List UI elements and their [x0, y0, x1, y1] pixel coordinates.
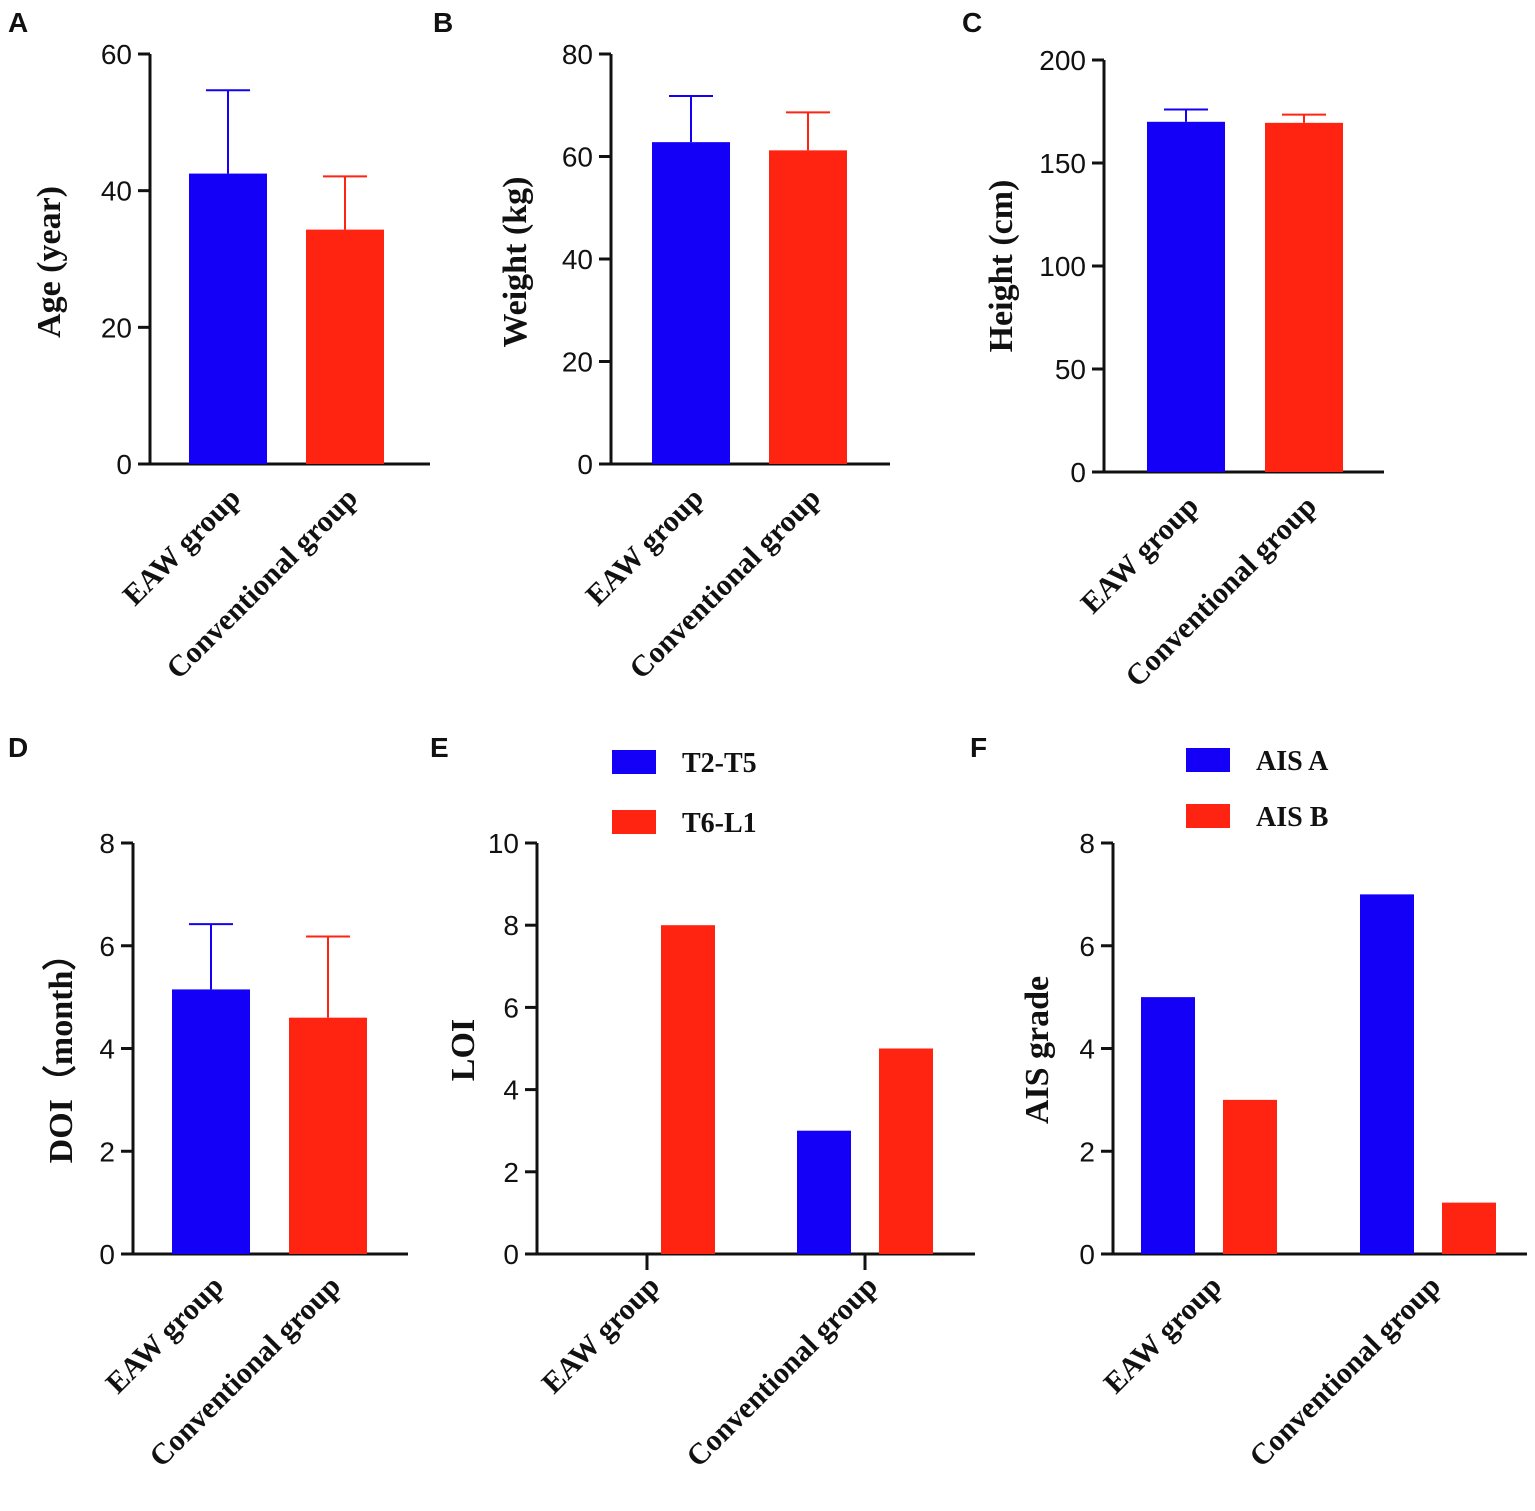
y-tick-label: 80: [562, 39, 593, 70]
panel-letter: F: [970, 732, 987, 763]
panel-a: A 0 20 40 60 Age (year) EAW groupConventional …: [8, 7, 430, 686]
panel-letter: E: [430, 732, 449, 763]
bar-t6-l1-0: [661, 925, 715, 1254]
y-axis-label: Age (year): [31, 186, 68, 338]
legend-swatch: [1186, 748, 1230, 772]
y-tick-label: 60: [562, 142, 593, 173]
y-tick-label: 2: [99, 1136, 115, 1167]
panel-letter: B: [433, 7, 453, 38]
panel-letter: A: [8, 7, 28, 38]
category-label: EAW group: [536, 1270, 666, 1400]
category-label: EAW group: [117, 482, 247, 612]
legend-swatch: [1186, 804, 1230, 828]
y-tick-label: 2: [503, 1157, 519, 1188]
y-tick-label: 200: [1039, 45, 1086, 76]
category-label: Conventional group: [680, 1270, 884, 1474]
y-tick-label: 60: [101, 39, 132, 70]
y-tick-label: 4: [503, 1075, 519, 1106]
legend-label: AIS B: [1256, 802, 1328, 833]
y-tick-label: 0: [503, 1239, 519, 1270]
bar-ais-b-0: [1223, 1099, 1277, 1254]
legend-swatch: [612, 810, 656, 834]
y-tick-label: 0: [1079, 1239, 1095, 1270]
bar-ais-b-1: [1442, 1202, 1496, 1254]
y-tick-label: 8: [99, 828, 115, 859]
y-tick-label: 40: [101, 176, 132, 207]
category-label: Conventional group: [1243, 1270, 1447, 1474]
category-label: Conventional group: [160, 482, 364, 686]
y-tick-label: 8: [1079, 828, 1095, 859]
y-tick-label: 0: [116, 449, 132, 480]
bar-t2-t5-1: [797, 1130, 851, 1254]
y-tick-label: 6: [1079, 931, 1095, 962]
y-tick-label: 0: [577, 449, 593, 480]
y-tick-label: 4: [99, 1034, 115, 1065]
legend-swatch: [612, 750, 656, 774]
y-axis-label: LOI: [445, 1019, 482, 1081]
legend-label: T2-T5: [682, 748, 757, 779]
bar-1: [1265, 122, 1343, 472]
panel-b: B 0 20 40 60 80 Weight (kg) EAW groupConvention…: [433, 7, 890, 686]
bar-1: [769, 150, 847, 464]
y-tick-label: 40: [562, 244, 593, 275]
legend-label: AIS A: [1256, 746, 1329, 777]
y-axis-label: DOI（month）: [41, 937, 80, 1164]
y-tick-label: 150: [1039, 148, 1086, 179]
y-axis-label: Weight (kg): [497, 177, 534, 348]
y-tick-label: 0: [1070, 457, 1086, 488]
category-label: EAW group: [580, 482, 710, 612]
y-tick-label: 6: [503, 992, 519, 1023]
category-label: EAW group: [100, 1270, 230, 1400]
bar-ais-a-0: [1141, 997, 1195, 1254]
bar-ais-a-1: [1360, 894, 1414, 1254]
category-label: EAW group: [1075, 490, 1205, 620]
panel-e: E 0 2 4 6 8 10 LOI T2-T5 T6-L1 EAW group Convention…: [430, 732, 975, 1474]
y-tick-label: 100: [1039, 251, 1086, 282]
y-axis-label: Height (cm): [983, 180, 1020, 353]
bar-1: [306, 229, 384, 464]
legend-label: T6-L1: [682, 808, 757, 839]
bar-0: [172, 989, 250, 1254]
y-tick-label: 20: [562, 347, 593, 378]
y-tick-label: 8: [503, 910, 519, 941]
y-tick-label: 6: [99, 931, 115, 962]
bar-0: [652, 142, 730, 464]
y-tick-label: 2: [1079, 1136, 1095, 1167]
y-tick-label: 4: [1079, 1034, 1095, 1065]
category-label: EAW group: [1098, 1270, 1228, 1400]
y-tick-label: 0: [99, 1239, 115, 1270]
bar-0: [189, 173, 267, 465]
bar-t6-l1-1: [879, 1048, 933, 1254]
category-label: Conventional group: [623, 482, 827, 686]
category-label: Conventional group: [143, 1270, 347, 1474]
panel-letter: C: [962, 7, 982, 38]
y-axis-label: AIS grade: [1019, 976, 1056, 1124]
y-tick-label: 20: [101, 312, 132, 343]
panel-letter: D: [8, 732, 28, 763]
bar-1: [289, 1017, 367, 1254]
bar-0: [1147, 121, 1225, 473]
y-tick-label: 50: [1055, 354, 1086, 385]
panel-f: F 0 2 4 6 8 AIS grade AIS A AIS B EAW group Conven…: [970, 732, 1527, 1474]
y-tick-label: 10: [488, 828, 519, 859]
